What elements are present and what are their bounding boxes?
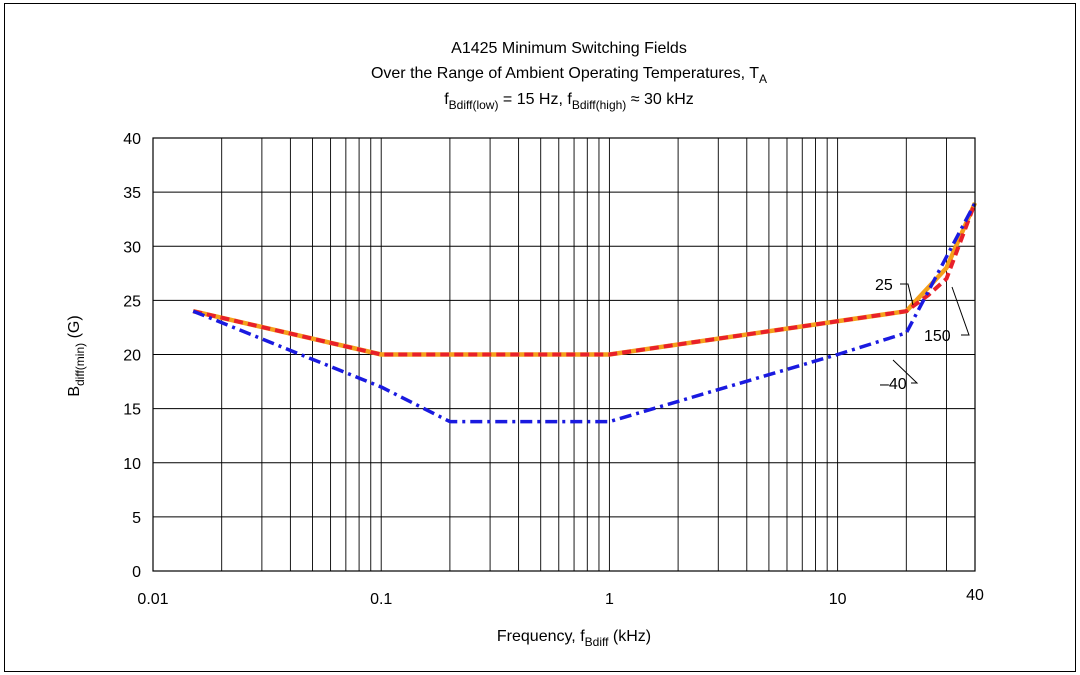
y-tick-label: 5	[132, 510, 141, 527]
figure-frame	[4, 3, 1076, 672]
series-line-minus40	[192, 202, 977, 424]
series-line-25	[192, 201, 978, 357]
y-tick-label: 35	[123, 185, 141, 202]
callout-25-label: 25	[875, 277, 893, 294]
y-tick-label: 25	[123, 293, 141, 310]
chart-title-line2: Over the Range of Ambient Operating Temp…	[371, 65, 767, 86]
chart-title-line3: fBdiff(low) = 15 Hz, fBdiff(high) ≈ 30 k…	[444, 91, 694, 112]
x-tick-label: 40	[966, 587, 984, 604]
x-axis-ticks: 0.01 0.1 1 10 40	[137, 587, 984, 608]
x-tick-label: 10	[829, 591, 847, 608]
x-tick-label: 0.1	[370, 591, 392, 608]
callout-150: 150	[924, 286, 970, 345]
x-axis-label: Frequency, fBdiff (kHz)	[497, 628, 651, 649]
series-lines	[192, 201, 978, 424]
callout-25: 25	[875, 277, 914, 306]
callout-minus40: –40	[880, 359, 919, 393]
y-tick-label: 30	[123, 239, 141, 256]
chart-title-line1: A1425 Minimum Switching Fields	[451, 40, 687, 57]
y-axis-ticks: 0 5 10 15 20 25 30 35 40	[123, 131, 141, 581]
y-axis-label: Bdiff(min) (G)	[66, 315, 87, 396]
x-tick-label: 0.01	[137, 591, 168, 608]
callout-minus40-label: –40	[880, 376, 907, 393]
callout-150-label: 150	[924, 328, 951, 345]
y-tick-label: 40	[123, 131, 141, 148]
series-line-150	[192, 202, 977, 357]
y-tick-label: 20	[123, 348, 141, 365]
plot-area-border	[152, 137, 976, 572]
y-tick-label: 15	[123, 402, 141, 419]
y-tick-label: 0	[132, 564, 141, 581]
x-tick-label: 1	[605, 591, 614, 608]
y-tick-label: 10	[123, 456, 141, 473]
